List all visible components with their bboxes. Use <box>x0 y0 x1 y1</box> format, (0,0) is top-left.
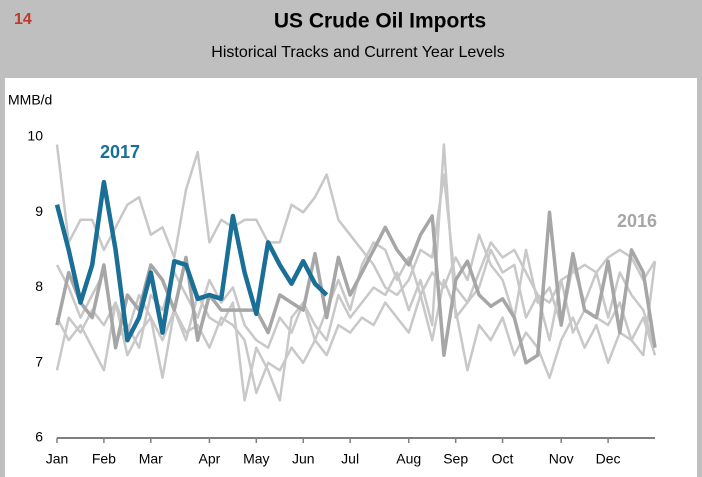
series-line <box>55 144 657 304</box>
x-tick-label: Aug <box>396 451 421 467</box>
chart-subtitle: Historical Tracks and Current Year Level… <box>211 44 504 61</box>
x-tick-label: Apr <box>199 451 221 467</box>
series-line <box>55 278 657 395</box>
x-tick-label: Sep <box>443 451 468 467</box>
x-tick-label: Mar <box>139 451 163 467</box>
x-tick-label: Jun <box>292 451 315 467</box>
x-tick-label: Feb <box>92 451 116 467</box>
legend-label: 2017 <box>100 142 140 162</box>
y-tick-label: 7 <box>35 353 43 369</box>
x-tick-label: Nov <box>549 451 574 467</box>
x-tick-label: Jul <box>341 451 359 467</box>
x-tick-label: Dec <box>596 451 621 467</box>
series-line <box>55 210 657 365</box>
series-line <box>54 179 329 343</box>
y-tick-label: 6 <box>35 429 43 445</box>
chart-title: US Crude Oil Imports <box>274 10 486 33</box>
y-tick-label: 10 <box>27 128 43 144</box>
y-tick-label: 9 <box>35 203 43 219</box>
x-tick-label: Jan <box>46 451 69 467</box>
page-number: 14 <box>14 11 32 28</box>
x-tick-label: May <box>243 451 269 467</box>
y-axis-label: MMB/d <box>8 92 52 108</box>
y-tick-label: 8 <box>35 278 43 294</box>
legend-label: 2016 <box>617 211 657 231</box>
x-tick-label: Oct <box>492 451 514 467</box>
